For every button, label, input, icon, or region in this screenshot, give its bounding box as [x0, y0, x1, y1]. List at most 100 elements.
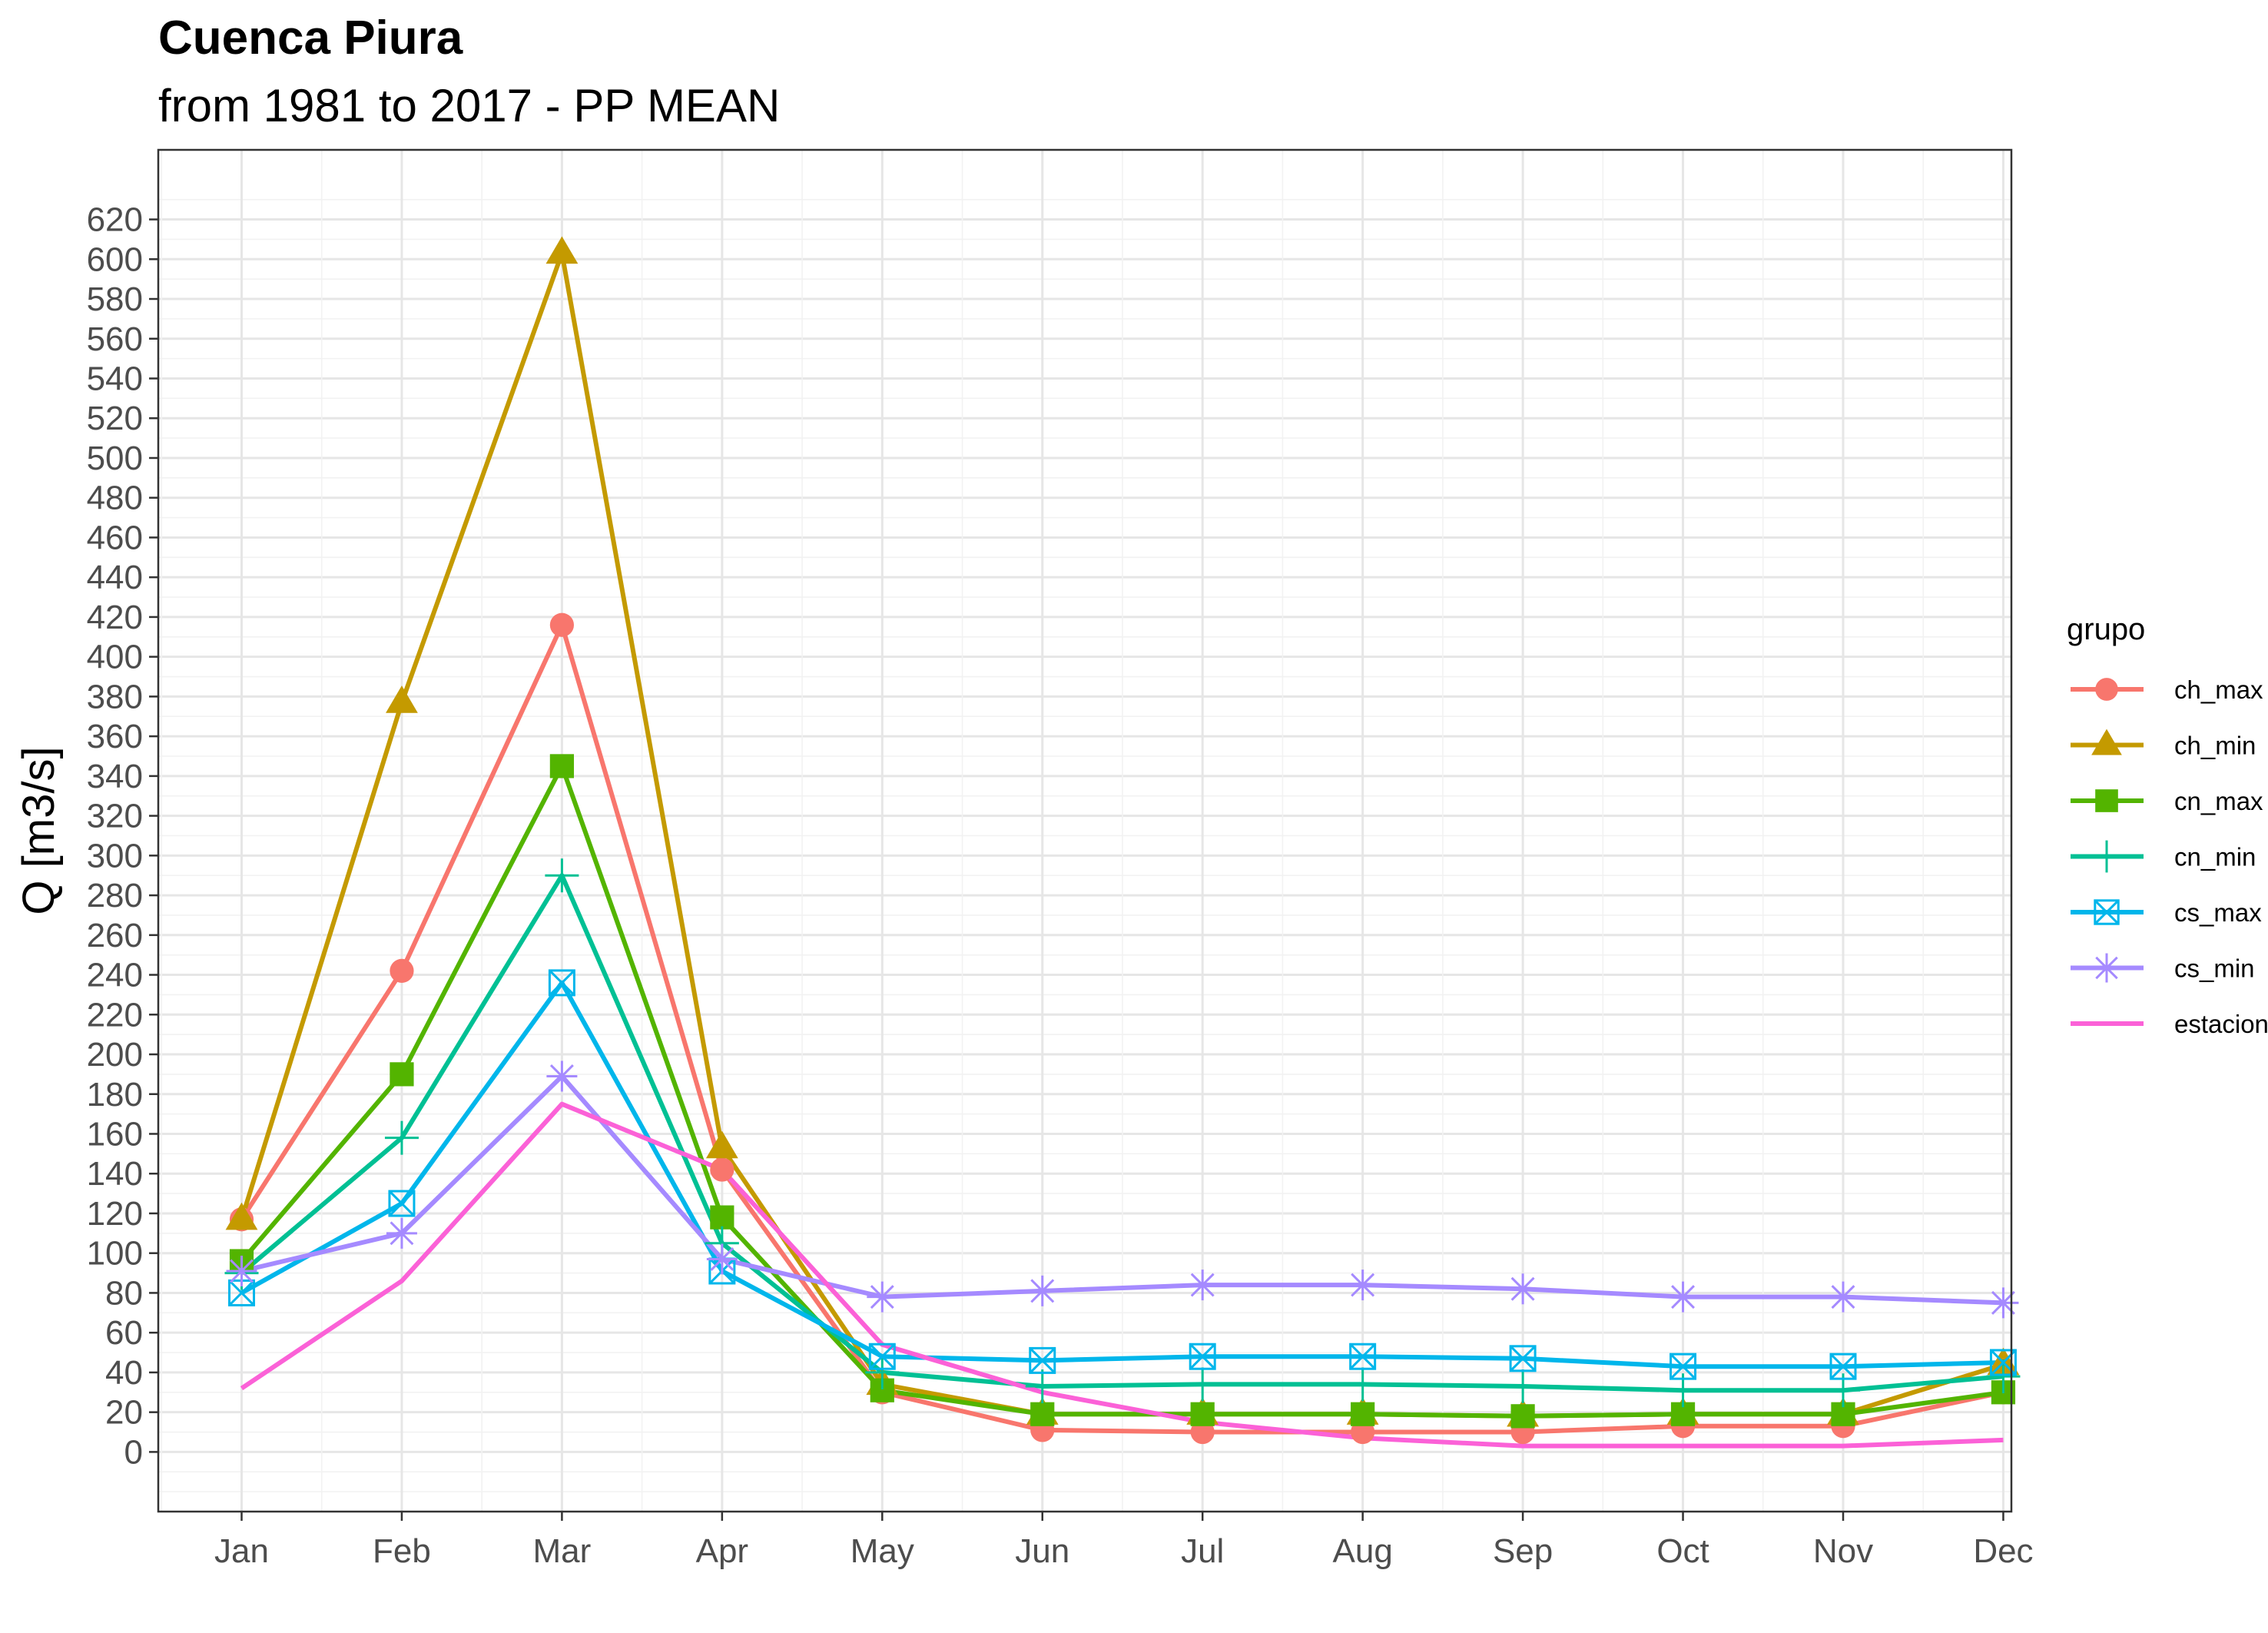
data-point-ch_min: [545, 236, 579, 264]
y-tick-label: 160: [87, 1115, 143, 1153]
data-point-cs_min: [706, 1243, 738, 1275]
x-tick-label: Nov: [1813, 1532, 1873, 1570]
legend-item-ch_min: ch_min: [2071, 729, 2256, 760]
y-tick-label: 560: [87, 320, 143, 358]
y-tick-label: 600: [87, 241, 143, 278]
data-point-cs_max: [548, 969, 575, 997]
data-point-cs_max: [1029, 1346, 1056, 1374]
x-tick-label: Feb: [373, 1532, 431, 1570]
legend-title: grupo: [2067, 612, 2145, 646]
x-tick-label: Jun: [1015, 1532, 1069, 1570]
series-lines: [239, 251, 2004, 1449]
legend-key-marker: [2095, 789, 2118, 812]
data-point-cs_min: [386, 1217, 417, 1249]
data-point-cs_min: [1026, 1275, 1058, 1306]
legend-key-marker: [2091, 729, 2122, 755]
x-tick-label: Jul: [1181, 1532, 1224, 1570]
y-tick-label: 620: [87, 201, 143, 239]
legend-label: ch_max: [2174, 675, 2263, 704]
series-line-cn_min: [240, 873, 2004, 1393]
data-point-cn_min: [545, 858, 579, 893]
plot-border: [157, 148, 2013, 1513]
data-point-cn_max: [1510, 1404, 1535, 1429]
data-point-cs_max: [388, 1190, 416, 1217]
data-point-cs_max: [868, 1343, 896, 1370]
legend-key-marker: [2094, 899, 2120, 925]
x-tick-label: Sep: [1493, 1532, 1553, 1570]
data-point-cn_min: [1345, 1367, 1380, 1402]
data-point-cs_max: [1670, 1353, 1697, 1380]
data-point-ch_min: [225, 1202, 258, 1230]
legend-item-estacion: estacion: [2071, 1010, 2268, 1038]
y-tick-label: 440: [87, 559, 143, 596]
legend: grupo ch_max ch_min cn_max cn_min cs_max cs_m…: [2067, 612, 2268, 1038]
legend-label: estacion: [2174, 1010, 2268, 1038]
data-point-ch_max: [390, 958, 414, 983]
data-point-ch_max: [710, 1157, 734, 1182]
legend-label: cn_max: [2174, 787, 2263, 815]
y-tick-label: 480: [87, 480, 143, 517]
legend-label: cn_min: [2174, 843, 2256, 871]
chart-title: Cuenca Piura: [158, 12, 463, 65]
y-tick-label: 20: [105, 1394, 143, 1432]
series-line-cn_max: [240, 763, 2004, 1419]
legend-item-cn_max: cn_max: [2071, 787, 2263, 815]
x-tick-label: Aug: [1333, 1532, 1393, 1570]
data-point-cs_min: [1347, 1270, 1378, 1301]
data-point-cs_max: [1509, 1345, 1537, 1372]
series-line-ch_max: [239, 622, 2004, 1435]
data-point-cs_min: [1828, 1281, 1858, 1313]
y-tick-label: 40: [105, 1354, 143, 1392]
legend-key-marker: [2095, 678, 2118, 701]
y-tick-label: 140: [87, 1155, 143, 1193]
data-point-cs_min: [867, 1281, 898, 1313]
legend-key-marker: [2092, 953, 2121, 983]
data-point-cs_min: [1187, 1270, 1219, 1301]
y-tick-label: 320: [87, 798, 143, 835]
y-tick-label: 460: [87, 519, 143, 556]
y-axis: 0204060801001201401601802002202402602803…: [87, 201, 158, 1471]
y-tick-label: 300: [87, 837, 143, 875]
series-line-estacion: [240, 1101, 2004, 1449]
y-tick-label: 240: [87, 957, 143, 994]
y-tick-label: 200: [87, 1036, 143, 1074]
x-tick-label: Dec: [1973, 1532, 2033, 1570]
y-tick-label: 280: [87, 877, 143, 914]
y-tick-label: 520: [87, 400, 143, 437]
y-tick-label: 540: [87, 360, 143, 397]
x-tick-label: Oct: [1656, 1532, 1709, 1570]
y-tick-label: 100: [87, 1235, 143, 1273]
legend-key-marker: [2091, 840, 2123, 873]
y-tick-label: 180: [87, 1076, 143, 1114]
legend-item-cs_min: cs_min: [2071, 953, 2255, 983]
y-tick-label: 400: [87, 639, 143, 676]
data-point-cn_max: [1030, 1402, 1055, 1426]
y-tick-label: 80: [105, 1274, 143, 1312]
legend-item-ch_max: ch_max: [2071, 675, 2263, 704]
y-tick-label: 260: [87, 917, 143, 954]
data-point-cn_min: [1025, 1369, 1059, 1404]
x-tick-label: Jan: [214, 1532, 269, 1570]
x-tick-label: Apr: [696, 1532, 748, 1570]
data-point-cn_min: [1986, 1359, 2021, 1394]
data-point-cs_min: [1507, 1273, 1539, 1305]
legend-label: cs_max: [2174, 898, 2262, 927]
y-axis-label: Q [m3/s]: [14, 746, 64, 914]
series-line-cs_min: [240, 1074, 2004, 1306]
data-point-cn_max: [710, 1205, 734, 1230]
legend-item-cs_max: cs_max: [2071, 898, 2262, 927]
series-line-cs_max: [240, 980, 2004, 1369]
data-point-cn_max: [390, 1062, 414, 1087]
y-tick-label: 580: [87, 280, 143, 318]
y-tick-label: 420: [87, 599, 143, 636]
series-markers: [224, 236, 2021, 1445]
x-axis: Jan Feb Mar Apr May Jun Jul Aug Sep Oct Nov Dec: [214, 1512, 2034, 1570]
y-tick-label: 380: [87, 678, 143, 715]
data-point-cs_max: [1829, 1353, 1857, 1380]
data-point-ch_max: [549, 612, 575, 637]
chart-subtitle: from 1981 to 2017 - PP MEAN: [158, 80, 780, 131]
data-point-cs_min: [1988, 1287, 2019, 1319]
data-point-cn_min: [865, 1355, 900, 1389]
y-tick-label: 0: [124, 1433, 143, 1471]
